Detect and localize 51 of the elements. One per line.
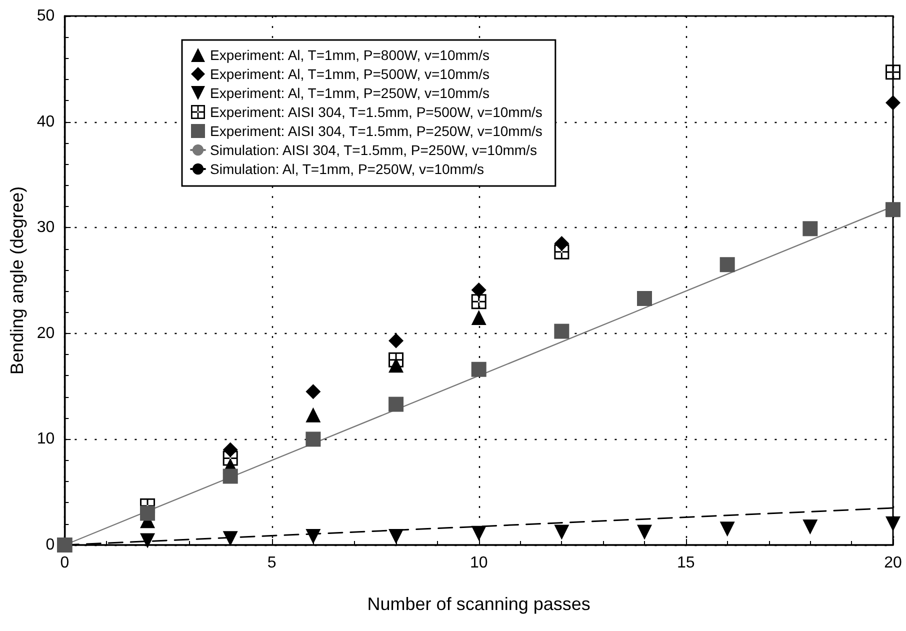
point — [637, 290, 652, 306]
x-tick-label: 10 — [470, 554, 488, 572]
point — [886, 202, 900, 218]
y-axis-title: Bending angle (degree) — [7, 186, 27, 375]
point — [554, 244, 570, 260]
y-tick-label: 30 — [36, 219, 55, 236]
point — [140, 506, 156, 521]
point — [306, 529, 321, 544]
point — [802, 520, 818, 535]
point — [886, 95, 900, 110]
point — [471, 526, 486, 541]
y-tick-label: 10 — [36, 430, 55, 448]
point — [471, 294, 486, 310]
x-tick-label: 5 — [267, 554, 276, 572]
point — [720, 257, 735, 272]
legend-label: Experiment: AISI 304, T=1.5mm, P=500W, v=10mm/s — [210, 104, 542, 120]
point — [222, 450, 238, 466]
legend-label: Experiment: AISI 304, T=1.5mm, P=250W, v=10mm/s — [210, 123, 542, 139]
legend-label: Experiment: Al, T=1mm, P=500W, v=10mm/s — [210, 66, 490, 82]
point — [554, 524, 570, 540]
legend-label: Simulation: AISI 304, T=1.5mm, P=250W, v=10mm/s — [210, 142, 537, 158]
x-tick-label: 20 — [884, 554, 902, 572]
point — [222, 531, 238, 546]
point — [720, 522, 735, 537]
legend-label: Simulation: Al, T=1mm, P=250W, v=10mm/s — [210, 161, 484, 177]
point — [140, 533, 156, 548]
point — [306, 384, 321, 400]
point — [886, 64, 900, 80]
point — [802, 221, 818, 236]
y-tick-label: 50 — [36, 8, 55, 24]
point — [886, 516, 900, 532]
point — [554, 324, 570, 339]
point — [306, 432, 321, 447]
legend-label: Experiment: Al, T=1mm, P=250W, v=10mm/s — [210, 85, 490, 101]
point — [388, 396, 404, 412]
x-tick-label: 15 — [677, 554, 695, 572]
y-tick-label: 40 — [36, 113, 55, 130]
point — [471, 362, 486, 377]
point — [471, 282, 486, 298]
y-tick-label: 20 — [36, 324, 55, 342]
x-tick-label: 0 — [60, 554, 70, 572]
x-axis-title: Number of scanning passes — [367, 594, 590, 614]
point — [222, 468, 238, 484]
point — [388, 333, 404, 348]
legend-label: Experiment: Al, T=1mm, P=800W, v=10mm/s — [210, 47, 490, 63]
point — [637, 524, 652, 540]
point — [471, 310, 486, 326]
y-tick-label: 0 — [46, 536, 55, 554]
point — [306, 407, 321, 422]
point — [388, 529, 404, 544]
point — [388, 352, 404, 368]
